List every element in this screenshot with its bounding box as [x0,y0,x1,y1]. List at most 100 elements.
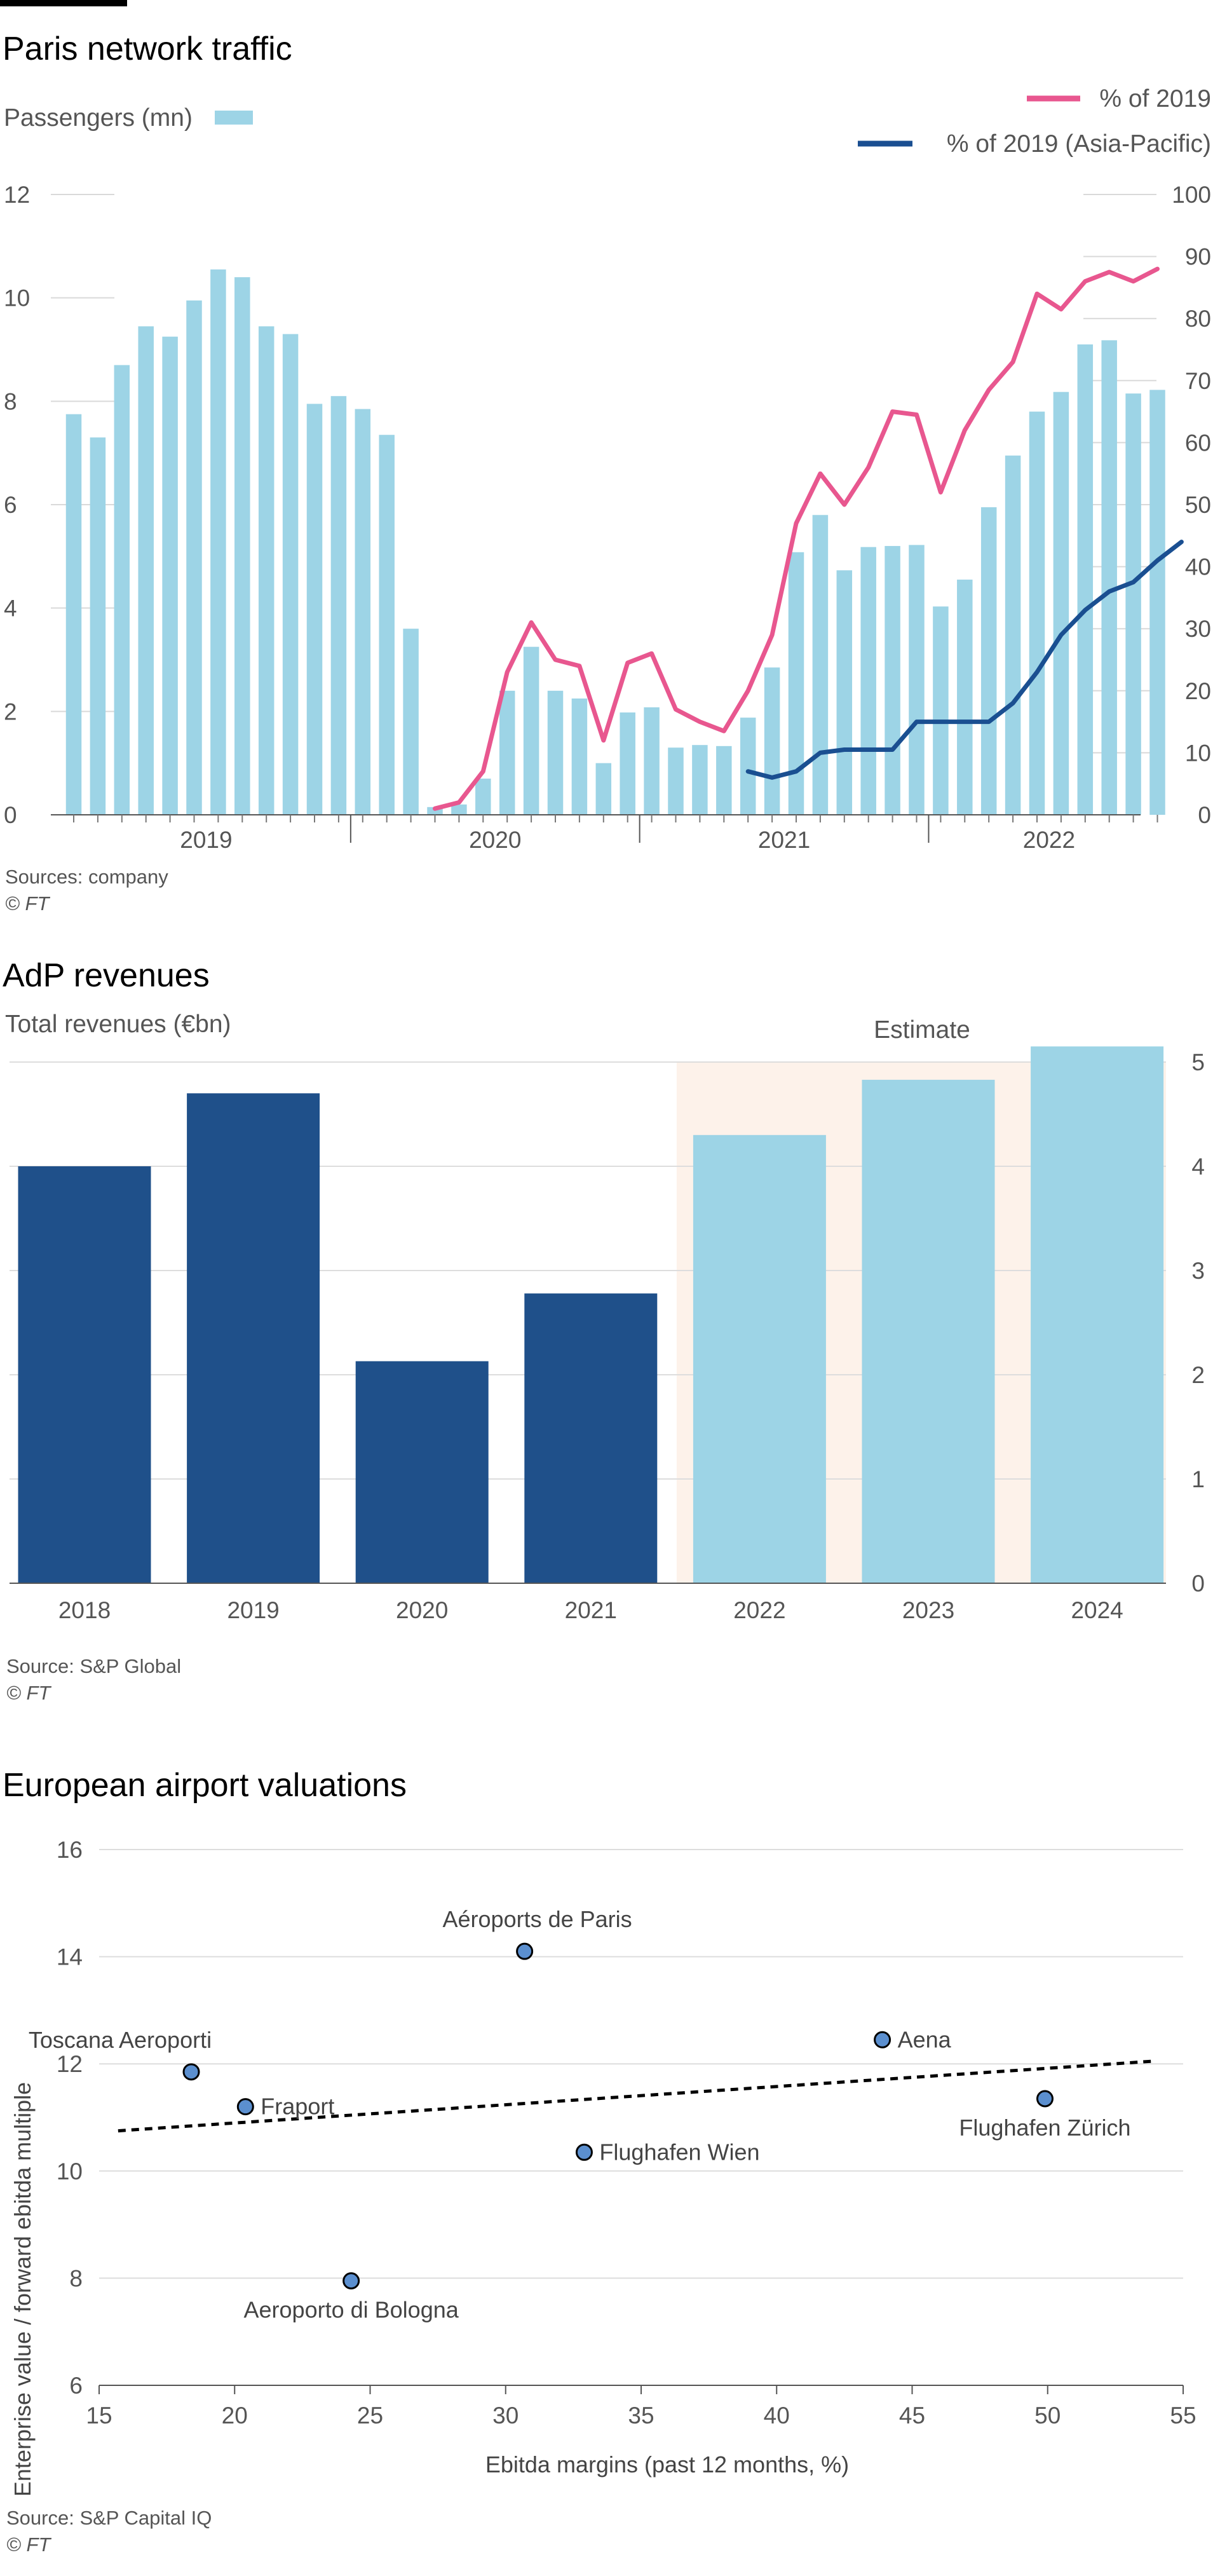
y-tick-label: 6 [69,2373,83,2399]
passenger-bar [740,718,756,815]
passenger-bar [1005,455,1021,815]
passenger-bar [692,745,708,815]
passenger-bar [668,747,684,815]
left-tick-label: 8 [4,388,17,414]
chart-title: AdP revenues [3,957,210,994]
estimate-label: Estimate [874,1016,970,1044]
revenue-bars [18,1046,1164,1583]
passenger-bar [65,414,82,815]
scatter-point [874,2031,891,2048]
passenger-bar [403,629,419,815]
passenger-bar [716,746,732,815]
x-tick-label: 2018 [58,1597,111,1623]
passenger-bar [210,269,226,815]
y-tick-label: 0 [1191,1571,1205,1597]
passenger-bar [306,404,323,815]
ft-credit: © FT [6,2533,51,2556]
passenger-bar [1029,411,1045,815]
right-tick-label: 40 [1185,554,1211,580]
y-tick-label: 3 [1191,1258,1205,1284]
pct-2019-line [433,266,1160,811]
passenger-bar [620,712,635,815]
point-label: Toscana Aeroporti [29,2027,212,2053]
passenger-bar [812,515,829,815]
revenue-bar [18,1166,151,1583]
passenger-bar [475,779,491,815]
point-label: Aéroports de Paris [443,1906,632,1932]
right-tick-label: 70 [1185,368,1211,394]
y-tick-label: 14 [57,1944,83,1970]
scatter-point [516,1942,534,1960]
y-tick-label: 4 [1191,1154,1205,1180]
passenger-bar [980,507,997,815]
left-tick-label: 2 [4,699,17,725]
passenger-bar [595,763,612,815]
revenue-bar [524,1293,658,1583]
passenger-bar [957,579,973,815]
chart-title: Paris network traffic [3,31,292,67]
passenger-bar [571,699,588,815]
x-tick-label: 50 [1034,2402,1061,2429]
x-tick-label: 2023 [902,1597,954,1623]
passenger-bar [933,606,949,815]
x-tick-label: 30 [492,2402,518,2429]
passenger-bar [186,300,202,815]
legend-label-pct2019: % of 2019 [1099,85,1211,112]
scatter-points: Aéroports de Paris Toscana Aeroporti Frapo… [29,1906,1131,2322]
left-tick-label: 0 [4,802,17,828]
ft-brand-bar [0,0,127,6]
point-label: Flughafen Zürich [959,2115,1130,2141]
passenger-bar [499,690,515,815]
passenger-bar [909,545,925,815]
bar-legend-swatch [215,111,253,125]
asia-pacific-line [745,540,1184,780]
right-tick-label: 50 [1185,492,1211,518]
passenger-bar [1149,390,1165,815]
x-tick-label: 2022 [733,1597,785,1623]
x-axis-label: Ebitda margins (past 12 months, %) [485,2451,849,2477]
axes: 6 8 10 12 14 16 15 20 25 30 35 40 45 50 55 [57,1837,1196,2429]
passenger-bar [330,396,347,815]
bar-series-label: Passengers (mn) [4,104,193,132]
passenger-bar [90,437,106,815]
chart-adp-revenues: AdP revenues Total revenues (€bn) Estima… [0,934,1220,1741]
left-tick-label: 6 [4,492,17,518]
chart-airport-valuations: European airport valuations Aéroports de… [0,1741,1220,2576]
passenger-bar [282,334,299,815]
paris-traffic-svg: Paris network traffic Passengers (mn) % … [3,31,1211,915]
passenger-bar [788,552,804,815]
passenger-bar [860,547,876,815]
right-tick-label: 10 [1185,740,1211,766]
left-tick-label: 10 [4,285,30,311]
passenger-bar [764,667,780,815]
revenue-bar [355,1361,489,1583]
point-label: Aena [898,2026,952,2052]
legend-label-asia-pacific: % of 2019 (Asia-Pacific) [947,130,1211,158]
right-tick-label: 80 [1185,306,1211,332]
y-tick-label: 2 [1191,1362,1205,1388]
passenger-bar [258,326,274,815]
y-tick-label: 8 [69,2265,83,2291]
y-tick-label: 16 [57,1837,83,1863]
passenger-bar [162,336,178,815]
x-tick-label: 15 [86,2402,112,2429]
adp-revenues-svg: AdP revenues Total revenues (€bn) Estima… [3,957,1205,1704]
gridlines [99,1849,1183,2279]
x-tick-label: 20 [222,2402,248,2429]
revenue-bar [1031,1046,1164,1583]
year-label: 2019 [180,827,232,853]
scatter-point [182,2063,200,2081]
left-tick-label: 12 [4,182,30,208]
x-tick-label: 40 [764,2402,790,2429]
x-tick-label: 2020 [396,1597,448,1623]
y-tick-label: 10 [57,2158,83,2184]
revenue-bar [862,1079,995,1583]
passenger-bar [1077,344,1094,815]
year-label: 2022 [1023,827,1075,853]
chart-subtitle: Total revenues (€bn) [5,1011,231,1038]
y-tick-label: 1 [1191,1466,1205,1492]
passenger-bar [138,326,154,815]
passenger-bar [355,409,371,815]
ft-credit: © FT [6,1682,51,1704]
right-tick-label: 90 [1185,244,1211,270]
